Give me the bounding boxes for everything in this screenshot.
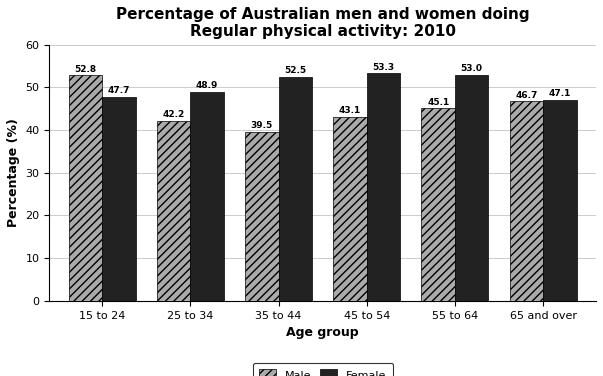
Text: 42.2: 42.2 <box>163 110 185 119</box>
Text: 46.7: 46.7 <box>515 91 538 100</box>
Bar <box>69 76 103 301</box>
Text: 52.8: 52.8 <box>74 65 96 74</box>
X-axis label: Age group: Age group <box>286 326 359 339</box>
Bar <box>455 74 488 301</box>
Bar <box>279 77 312 301</box>
Bar <box>191 92 224 301</box>
Text: 47.1: 47.1 <box>549 89 571 98</box>
Y-axis label: Percentage (%): Percentage (%) <box>7 118 20 227</box>
Title: Percentage of Australian men and women doing
Regular physical activity: 2010: Percentage of Australian men and women d… <box>116 7 529 39</box>
Bar <box>367 73 400 301</box>
Text: 45.1: 45.1 <box>427 98 449 106</box>
Bar <box>157 121 191 301</box>
Text: 39.5: 39.5 <box>251 121 273 130</box>
Bar <box>421 108 455 301</box>
Text: 53.3: 53.3 <box>373 62 394 71</box>
Text: 47.7: 47.7 <box>108 86 130 96</box>
Bar <box>245 132 279 301</box>
Bar <box>103 97 136 301</box>
Legend: Male, Female: Male, Female <box>253 363 393 376</box>
Text: 43.1: 43.1 <box>339 106 361 115</box>
Bar <box>543 100 576 301</box>
Bar <box>333 117 367 301</box>
Text: 53.0: 53.0 <box>461 64 483 73</box>
Text: 52.5: 52.5 <box>284 66 306 75</box>
Bar <box>510 102 543 301</box>
Text: 48.9: 48.9 <box>196 81 218 90</box>
